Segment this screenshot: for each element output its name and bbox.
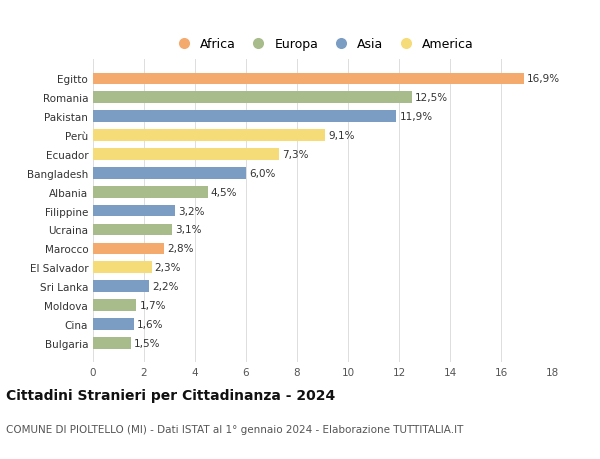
Text: 9,1%: 9,1% <box>328 131 355 141</box>
Bar <box>93 224 172 236</box>
Bar <box>93 92 412 104</box>
Bar <box>93 149 279 161</box>
Text: 11,9%: 11,9% <box>400 112 433 122</box>
Bar <box>93 243 164 255</box>
Bar <box>93 299 136 311</box>
Bar <box>93 168 246 179</box>
Text: 3,1%: 3,1% <box>175 225 202 235</box>
Text: 4,5%: 4,5% <box>211 187 238 197</box>
Text: 3,2%: 3,2% <box>178 206 204 216</box>
Text: 16,9%: 16,9% <box>527 74 560 84</box>
Text: 7,3%: 7,3% <box>282 150 309 160</box>
Text: 2,8%: 2,8% <box>167 244 194 254</box>
Text: 1,7%: 1,7% <box>139 300 166 310</box>
Text: 2,3%: 2,3% <box>155 263 181 273</box>
Bar <box>93 280 149 292</box>
Text: 12,5%: 12,5% <box>415 93 448 103</box>
Text: COMUNE DI PIOLTELLO (MI) - Dati ISTAT al 1° gennaio 2024 - Elaborazione TUTTITAL: COMUNE DI PIOLTELLO (MI) - Dati ISTAT al… <box>6 425 463 435</box>
Bar <box>93 262 152 274</box>
Bar <box>93 186 208 198</box>
Bar <box>93 319 134 330</box>
Bar <box>93 130 325 142</box>
Text: Cittadini Stranieri per Cittadinanza - 2024: Cittadini Stranieri per Cittadinanza - 2… <box>6 388 335 402</box>
Bar <box>93 337 131 349</box>
Text: 1,6%: 1,6% <box>137 319 163 329</box>
Legend: Africa, Europa, Asia, America: Africa, Europa, Asia, America <box>169 36 476 54</box>
Bar <box>93 205 175 217</box>
Text: 6,0%: 6,0% <box>249 168 275 179</box>
Text: 1,5%: 1,5% <box>134 338 161 348</box>
Bar <box>93 73 524 85</box>
Bar <box>93 111 397 123</box>
Text: 2,2%: 2,2% <box>152 281 179 291</box>
